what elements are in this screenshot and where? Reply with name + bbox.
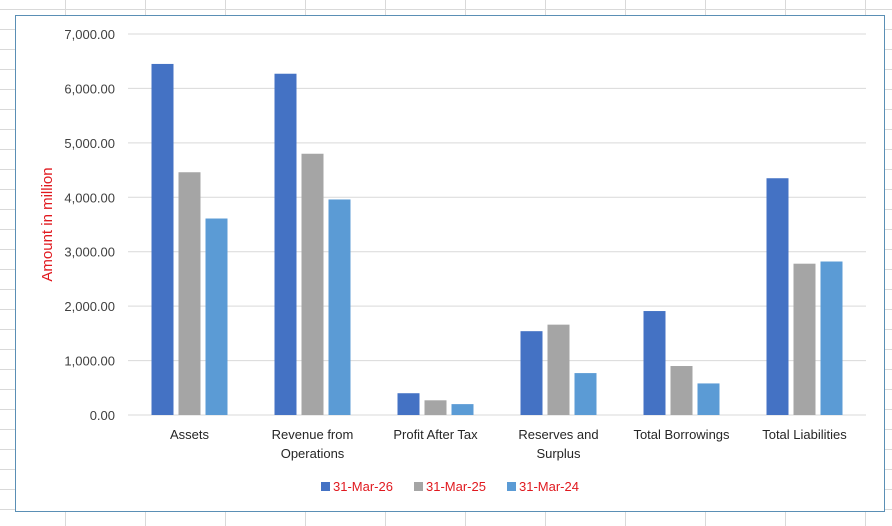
bar (520, 331, 543, 415)
bar (274, 73, 297, 416)
category-label: Profit After Tax (393, 427, 478, 442)
y-axis-title: Amount in million (39, 167, 56, 281)
legend-label: 31-Mar-26 (333, 479, 393, 494)
bar (328, 199, 351, 415)
legend-label: 31-Mar-24 (519, 479, 579, 494)
category-label: Assets (170, 427, 210, 442)
bar (178, 172, 201, 415)
y-tick-label: 6,000.00 (64, 81, 115, 96)
bar (424, 400, 447, 415)
y-tick-label: 1,000.00 (64, 354, 115, 369)
legend[interactable]: 31-Mar-26 31-Mar-25 31-Mar-24 (321, 479, 579, 494)
bar (205, 218, 228, 415)
y-tick-label: 2,000.00 (64, 299, 115, 314)
y-tick-label: 0.00 (90, 408, 115, 423)
x-axis-category-labels: Assets Revenue from Operations Profit After… (170, 427, 847, 461)
bar (151, 63, 174, 415)
bar (547, 324, 570, 415)
y-tick-label: 4,000.00 (64, 190, 115, 205)
legend-swatch (321, 482, 330, 491)
bar (670, 366, 693, 415)
y-tick-label: 5,000.00 (64, 136, 115, 151)
category-label: Reserves and Surplus (518, 427, 598, 461)
bar (820, 261, 843, 415)
bars (151, 63, 843, 416)
bar (697, 383, 720, 415)
y-tick-label: 3,000.00 (64, 245, 115, 260)
bar (574, 373, 597, 415)
legend-label: 31-Mar-25 (426, 479, 486, 494)
category-label: Revenue from Operations (272, 427, 354, 461)
y-tick-label: 7,000.00 (64, 27, 115, 42)
legend-swatch (414, 482, 423, 491)
bar (451, 404, 474, 415)
category-label: Total Borrowings (633, 427, 730, 442)
bar (793, 263, 816, 415)
bar (643, 311, 666, 415)
category-label: Total Liabilities (762, 427, 847, 442)
legend-swatch (507, 482, 516, 491)
gridlines (128, 33, 866, 416)
y-axis-tick-labels: 0.00 1,000.00 2,000.00 3,000.00 4,000.00 5,00… (64, 27, 115, 423)
bar (766, 178, 789, 415)
bar (301, 153, 324, 415)
bar (397, 393, 420, 415)
